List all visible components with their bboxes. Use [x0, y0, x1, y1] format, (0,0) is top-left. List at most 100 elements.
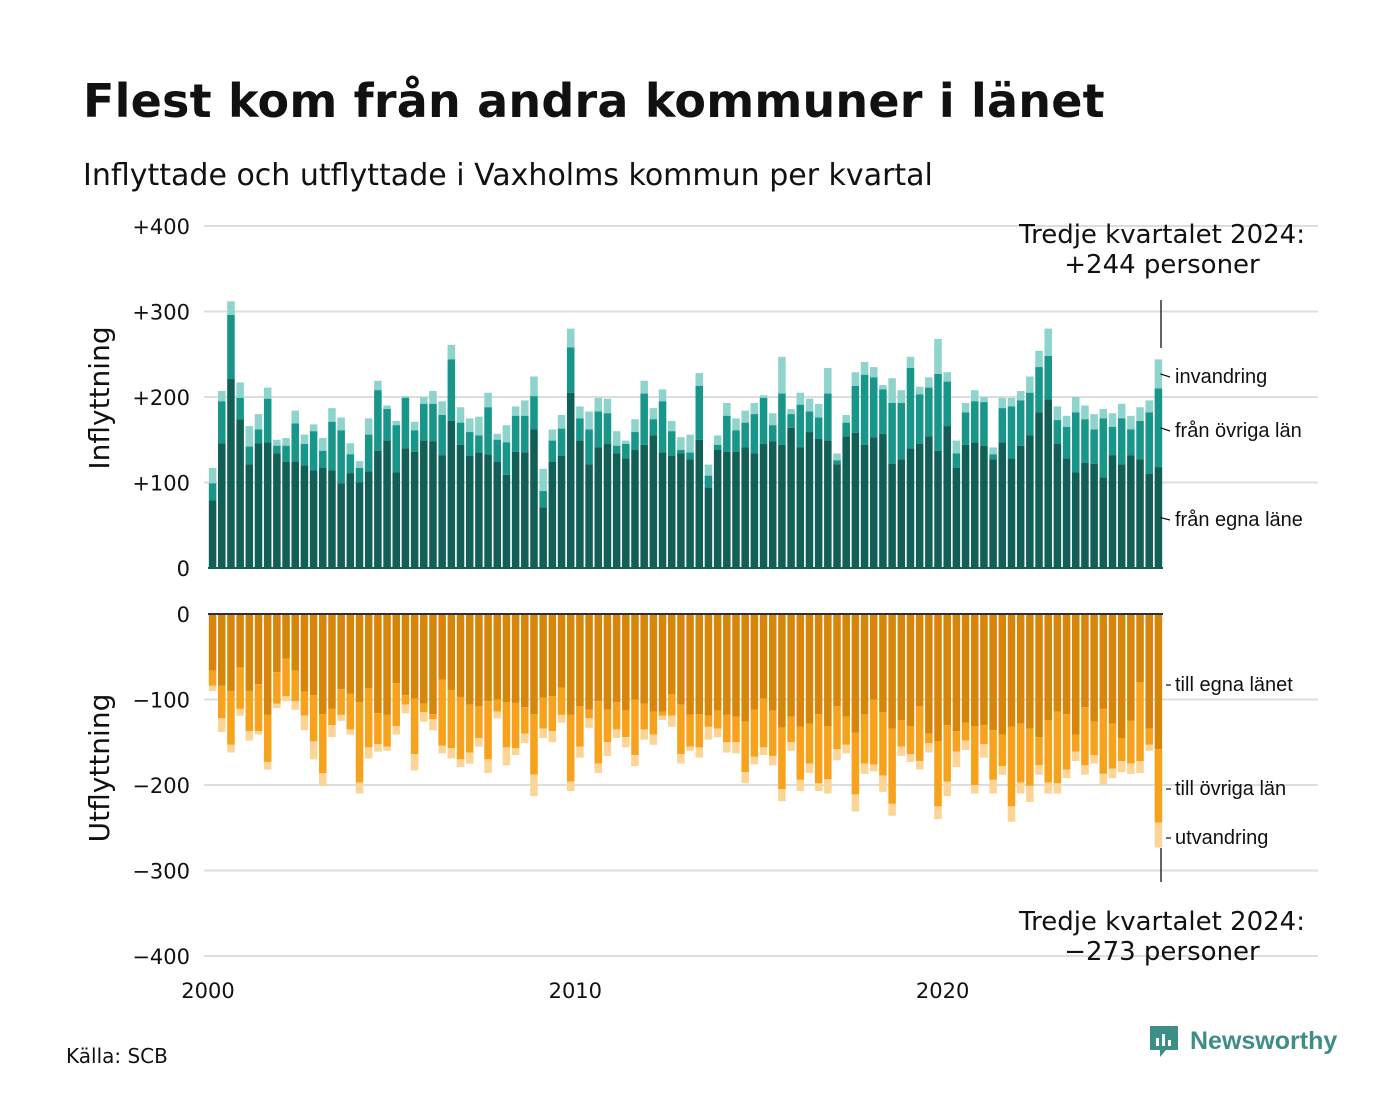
- label-leader: [1160, 516, 1171, 521]
- bar-till-egna-lanet: [337, 614, 345, 690]
- bar-utvandring: [640, 729, 648, 740]
- bar-till-egna-lanet: [328, 614, 336, 709]
- bar-fran-ovriga-lan: [1053, 420, 1062, 445]
- series-label-in: invandring: [1175, 366, 1267, 388]
- bar-fran-egna-lanet: [401, 448, 410, 568]
- bar-fran-egna-lanet: [594, 447, 603, 568]
- bar-till-ovriga-lan: [309, 695, 318, 742]
- bar-fran-ovriga-lan: [585, 429, 593, 465]
- bar-till-egna-lanet: [1117, 614, 1126, 738]
- bar-utvandring: [493, 711, 502, 719]
- bar-utvandring: [713, 728, 722, 738]
- bar-fran-ovriga-lan: [337, 430, 345, 484]
- bar-till-egna-lanet: [245, 614, 254, 691]
- bar-utvandring: [833, 749, 841, 761]
- bar-fran-ovriga-lan: [805, 411, 814, 433]
- x-tick-label: 2000: [181, 979, 234, 1003]
- bar-fran-egna-lanet: [897, 459, 906, 568]
- bar-till-egna-lanet: [741, 614, 749, 722]
- bar-till-egna-lanet: [346, 614, 355, 694]
- bar-till-ovriga-lan: [1071, 734, 1080, 752]
- bar-fran-egna-lanet: [631, 450, 639, 568]
- bar-invandring: [585, 411, 593, 430]
- bar-utvandring: [1071, 751, 1080, 762]
- bar-invandring: [1016, 391, 1025, 401]
- bar-till-egna-lanet: [824, 614, 832, 727]
- bar-fran-ovriga-lan: [548, 440, 557, 462]
- bar-utvandring: [456, 759, 465, 768]
- bar-fran-egna-lanet: [392, 472, 401, 568]
- bar-fran-egna-lanet: [273, 453, 281, 568]
- bar-fran-egna-lanet: [438, 455, 446, 568]
- bar-utvandring: [420, 712, 428, 722]
- bar-till-egna-lanet: [227, 614, 235, 691]
- bar-till-ovriga-lan: [254, 684, 263, 732]
- bar-invandring: [410, 421, 419, 431]
- bar-fran-ovriga-lan: [704, 475, 713, 488]
- bar-fran-egna-lanet: [869, 437, 878, 568]
- bar-utvandring: [429, 719, 437, 731]
- bar-till-ovriga-lan: [805, 723, 814, 764]
- bar-utvandring: [245, 731, 254, 741]
- bar-fran-egna-lanet: [1035, 412, 1043, 568]
- bar-fran-egna-lanet: [227, 379, 235, 568]
- bar-invandring: [1053, 406, 1062, 421]
- bar-fran-ovriga-lan: [328, 421, 336, 471]
- bar-till-ovriga-lan: [860, 714, 869, 764]
- bar-till-egna-lanet: [521, 614, 529, 708]
- bar-utvandring: [934, 806, 942, 820]
- y-tick-label-in: +100: [132, 472, 190, 496]
- bar-utvandring: [585, 718, 593, 728]
- bar-fran-egna-lanet: [1117, 464, 1126, 568]
- bar-utvandring: [686, 746, 694, 751]
- bar-fran-egna-lanet: [1081, 462, 1089, 568]
- bar-fran-ovriga-lan: [1154, 388, 1163, 468]
- bar-utvandring: [475, 737, 483, 747]
- bar-invandring: [915, 386, 924, 395]
- bar-till-ovriga-lan: [328, 708, 336, 726]
- bar-fran-egna-lanet: [723, 451, 731, 568]
- bar-till-egna-lanet: [594, 614, 603, 702]
- callout-out-line1: Tredje kvartalet 2024:: [1018, 907, 1305, 937]
- bar-fran-egna-lanet: [576, 440, 584, 568]
- bar-fran-ovriga-lan: [1136, 420, 1144, 460]
- series-label-in: från egna läne: [1175, 509, 1303, 531]
- bar-till-ovriga-lan: [355, 702, 364, 783]
- bar-fran-ovriga-lan: [1099, 418, 1108, 478]
- bar-till-ovriga-lan: [925, 733, 933, 744]
- bar-till-ovriga-lan: [1145, 728, 1153, 745]
- bar-invandring: [1035, 350, 1043, 368]
- bar-till-ovriga-lan: [631, 699, 639, 756]
- bar-till-ovriga-lan: [667, 694, 676, 716]
- bar-till-ovriga-lan: [245, 690, 254, 732]
- bar-utvandring: [282, 696, 290, 702]
- bar-till-egna-lanet: [291, 614, 300, 671]
- bar-fran-ovriga-lan: [502, 442, 511, 475]
- bar-invandring: [943, 372, 951, 382]
- bar-till-ovriga-lan: [493, 699, 502, 712]
- bar-fran-ovriga-lan: [245, 446, 254, 465]
- bar-till-egna-lanet: [383, 614, 391, 715]
- bar-utvandring: [768, 755, 777, 766]
- bar-till-ovriga-lan: [566, 714, 575, 782]
- bar-till-ovriga-lan: [906, 726, 915, 755]
- bar-fran-egna-lanet: [778, 444, 786, 568]
- bar-invandring: [906, 356, 915, 368]
- bar-invandring: [952, 440, 961, 454]
- bar-fran-ovriga-lan: [1071, 412, 1080, 473]
- bar-till-ovriga-lan: [869, 699, 878, 765]
- bar-utvandring: [539, 728, 547, 738]
- bar-invandring: [309, 424, 318, 432]
- bar-till-egna-lanet: [814, 614, 823, 715]
- bar-till-ovriga-lan: [319, 714, 327, 774]
- bar-till-ovriga-lan: [796, 726, 805, 780]
- bar-invandring: [1044, 328, 1052, 356]
- bar-fran-ovriga-lan: [778, 393, 786, 445]
- bar-till-egna-lanet: [566, 614, 575, 715]
- bar-invandring: [759, 395, 768, 398]
- series-label-out: till egna länet: [1175, 674, 1293, 696]
- bar-till-egna-lanet: [989, 614, 997, 731]
- bar-fran-ovriga-lan: [879, 389, 887, 434]
- bar-invandring: [778, 356, 786, 394]
- bar-fran-ovriga-lan: [897, 402, 906, 460]
